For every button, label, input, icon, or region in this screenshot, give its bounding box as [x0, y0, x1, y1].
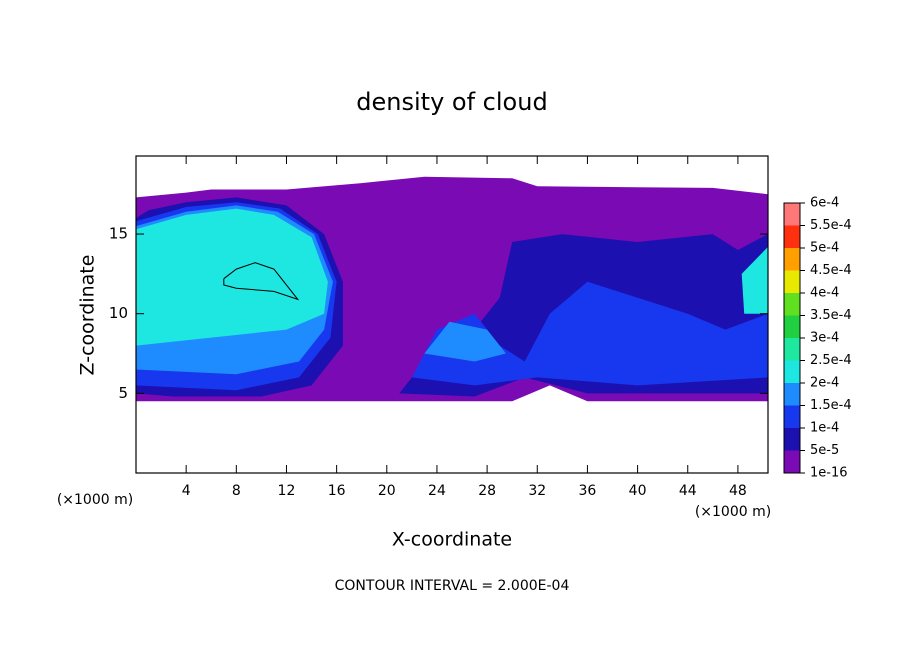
colorbar-label: 1e-4 [810, 421, 839, 436]
colorbar-label: 4.5e-4 [810, 263, 852, 278]
colorbar-label: 1.5e-4 [810, 398, 852, 413]
colorbar-label: 2e-4 [810, 376, 839, 391]
x-tick-label: 36 [579, 483, 597, 499]
colorbar-label: 3.5e-4 [810, 308, 852, 323]
x-tick-label: 24 [428, 483, 446, 499]
colorbar-band [784, 248, 800, 271]
contour-line [223, 262, 300, 301]
contour-region [136, 208, 328, 346]
colorbar-label: 1e-16 [810, 466, 848, 481]
colorbar-label: 3e-4 [810, 331, 839, 346]
contour-region [411, 281, 768, 386]
colorbar-band [784, 450, 800, 473]
contour-region [741, 246, 768, 314]
x-tick-label: 40 [629, 483, 647, 499]
colorbar-band [784, 428, 800, 451]
x-tick-label: 28 [478, 483, 496, 499]
plot-frame [135, 155, 769, 474]
colorbar-band [784, 270, 800, 293]
y-tick-label: 10 [109, 304, 128, 322]
colorbar-band [784, 293, 800, 316]
footnote: CONTOUR INTERVAL = 2.000E-04 [335, 578, 570, 594]
colorbar-band [784, 360, 800, 383]
colorbar-label: 6e-4 [810, 196, 839, 211]
colorbar-band [784, 383, 800, 406]
colorbar-label: 4e-4 [810, 286, 839, 301]
colorbar-band [784, 225, 800, 248]
x-unit: (×1000 m) [695, 504, 771, 520]
y-tick-label: 15 [109, 225, 128, 243]
x-tick-label: 16 [328, 483, 346, 499]
colorbar-band [784, 203, 800, 226]
x-tick-label: 32 [528, 483, 546, 499]
colorbar-label: 5e-5 [810, 443, 839, 458]
contour-region [424, 321, 506, 362]
y-tick-label: 5 [118, 384, 128, 402]
colorbar-label: 5e-4 [810, 241, 839, 256]
y-unit: (×1000 m) [57, 492, 133, 508]
y-axis-label: Z-coordinate [77, 255, 99, 376]
colorbar-band [784, 405, 800, 428]
colorbar-label: 5.5e-4 [810, 218, 852, 233]
chart-title: density of cloud [356, 88, 547, 116]
x-tick-label: 44 [679, 483, 697, 499]
x-tick-label: 4 [182, 483, 191, 499]
x-tick-label: 12 [278, 483, 296, 499]
x-axis-label: X-coordinate [392, 529, 512, 551]
x-tick-label: 20 [378, 483, 396, 499]
colorbar-label: 2.5e-4 [810, 353, 852, 368]
x-tick-label: 48 [729, 483, 747, 499]
colorbar-band [784, 338, 800, 361]
colorbar-band [784, 315, 800, 338]
x-tick-label: 8 [232, 483, 241, 499]
